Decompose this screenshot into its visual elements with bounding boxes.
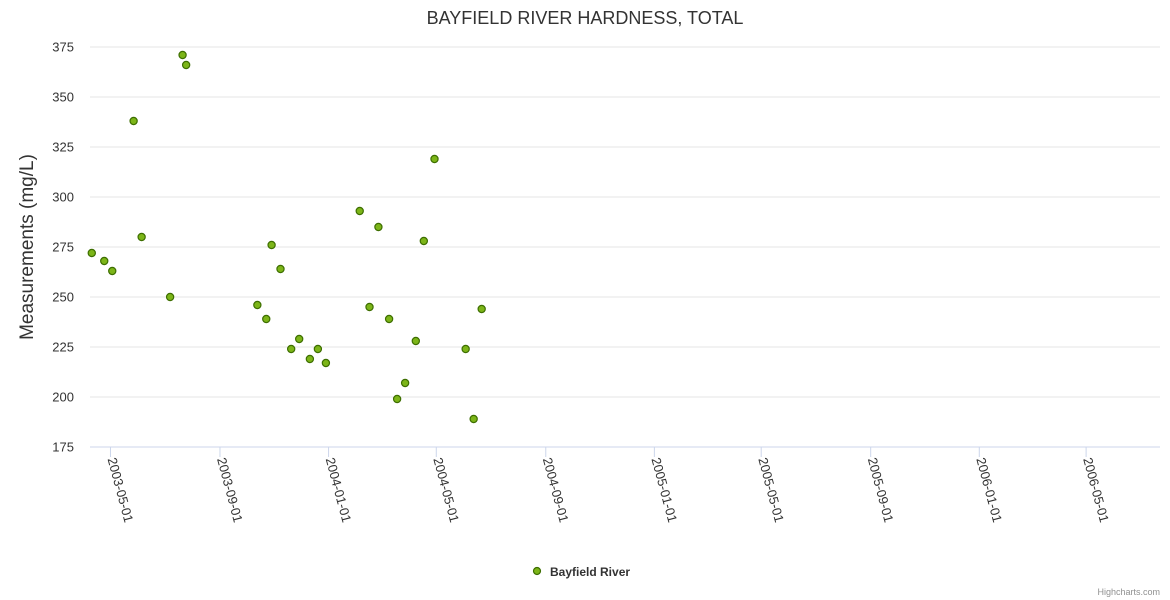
data-point[interactable] (253, 300, 262, 310)
y-tick-label: 225 (52, 340, 74, 355)
data-point[interactable] (411, 336, 421, 346)
data-point[interactable] (137, 232, 146, 242)
data-point[interactable] (355, 206, 364, 216)
data-point[interactable] (419, 236, 429, 246)
legend-item-bayfield-river[interactable]: Bayfield River (550, 565, 630, 579)
y-tick-label: 325 (52, 140, 74, 155)
data-point[interactable] (430, 154, 439, 164)
data-point[interactable] (313, 344, 323, 354)
y-tick-label: 200 (52, 390, 74, 405)
x-tick-label: 2006-05-01 (1080, 456, 1112, 524)
data-point[interactable] (477, 304, 486, 314)
data-point[interactable] (276, 264, 285, 274)
y-tick-label: 300 (52, 190, 74, 205)
x-tick-label: 2004-05-01 (430, 456, 462, 524)
y-tick-label: 275 (52, 240, 74, 255)
legend-marker[interactable] (532, 566, 542, 576)
x-tick-label: 2004-09-01 (540, 456, 572, 524)
data-point[interactable] (294, 334, 304, 344)
x-tick-label: 2006-01-01 (973, 456, 1005, 524)
data-point[interactable] (365, 302, 374, 312)
y-tick-label: 250 (52, 290, 74, 305)
data-point[interactable] (178, 50, 187, 60)
data-point[interactable] (108, 266, 117, 276)
series-bayfield-river (87, 50, 486, 424)
x-tick-label: 2005-09-01 (865, 456, 897, 524)
data-point[interactable] (100, 256, 109, 266)
data-point[interactable] (181, 60, 191, 70)
data-point[interactable] (165, 292, 175, 302)
y-axis-ticks: 175 200 225 250 275 300 325 350 375 (52, 40, 74, 455)
legend[interactable]: Bayfield River (532, 565, 631, 579)
y-tick-label: 375 (52, 40, 74, 55)
x-tick-label: 2005-05-01 (755, 456, 787, 524)
data-point[interactable] (374, 222, 383, 232)
x-tick-label: 2004-01-01 (323, 456, 355, 524)
data-point[interactable] (461, 344, 470, 354)
y-axis-label: Measurements (mg/L) (17, 154, 38, 340)
data-point[interactable] (87, 248, 96, 258)
x-tick-label: 2005-01-01 (648, 456, 680, 524)
data-point[interactable] (392, 394, 402, 404)
x-tick-label: 2003-05-01 (105, 456, 137, 524)
data-point[interactable] (400, 378, 410, 388)
data-point[interactable] (267, 240, 276, 250)
chart-title: BAYFIELD RIVER HARDNESS, TOTAL (427, 8, 744, 28)
credits-link[interactable]: Highcharts.com (1097, 587, 1160, 597)
grid-lines (90, 46, 1160, 398)
data-point[interactable] (129, 116, 138, 126)
data-point[interactable] (286, 344, 296, 354)
y-tick-label: 350 (52, 90, 74, 105)
y-tick-label: 175 (52, 440, 74, 455)
data-point[interactable] (469, 414, 478, 424)
data-point[interactable] (262, 314, 271, 324)
data-point[interactable] (321, 358, 331, 368)
data-point[interactable] (305, 354, 315, 364)
data-point[interactable] (384, 314, 394, 324)
x-tick-label: 2003-09-01 (214, 456, 246, 524)
x-axis-ticks: 2003-05-01 2003-09-01 2004-01-01 2004-05-01… (105, 447, 1112, 524)
